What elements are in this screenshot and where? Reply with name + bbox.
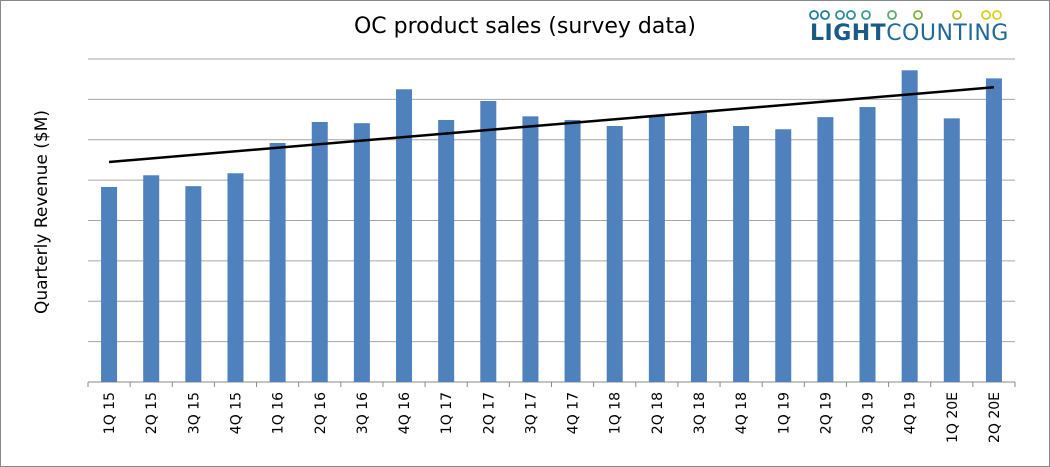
x-tick-label: 2Q 16 [313, 392, 329, 434]
x-tick-label: 3Q 18 [692, 392, 708, 434]
bar-2Q20E [985, 78, 1002, 382]
bar-1Q20E [943, 118, 960, 382]
bar-4Q16 [396, 89, 413, 382]
x-tick-label: 1Q 16 [271, 392, 287, 434]
trendline [108, 86, 995, 164]
x-tick-label: 1Q 15 [102, 392, 118, 434]
bar-2Q19 [817, 117, 834, 382]
x-tick-label: 1Q 17 [439, 392, 455, 434]
bar-1Q17 [438, 119, 455, 382]
x-tick-label: 2Q 19 [818, 392, 834, 434]
x-tick-label: 2Q 20E [987, 392, 1003, 443]
bar-4Q18 [733, 126, 750, 383]
x-tick-label: 1Q 20E [945, 392, 961, 443]
x-tick-label: 1Q 19 [776, 392, 792, 434]
lightcounting-logo: LIGHTCOUNTING [800, 8, 1020, 48]
x-tick-label: 2Q 18 [650, 392, 666, 434]
bar-3Q16 [353, 123, 370, 382]
chart-title: OC product sales (survey data) [353, 14, 697, 39]
bar-1Q16 [269, 142, 286, 382]
bar-3Q19 [859, 107, 876, 382]
bar-3Q17 [522, 116, 539, 383]
x-tick-label: 3Q 17 [523, 392, 539, 434]
x-tick-label: 4Q 19 [903, 392, 919, 434]
x-tick-label: 3Q 15 [186, 392, 202, 434]
x-tick-label: 4Q 18 [734, 392, 750, 434]
bar-1Q18 [606, 126, 623, 383]
bar-3Q18 [690, 113, 707, 382]
bar-2Q17 [480, 100, 497, 383]
x-tick-label: 2Q 17 [481, 392, 497, 434]
logo-dots-icon [802, 10, 1008, 20]
bar-2Q16 [311, 121, 328, 383]
bar-4Q19 [901, 70, 918, 383]
x-tick-label: 1Q 18 [608, 392, 624, 434]
bar-1Q19 [775, 129, 792, 382]
logo-text: LIGHTCOUNTING [810, 21, 1009, 46]
bar-4Q17 [564, 119, 581, 382]
x-tick-label: 3Q 19 [861, 392, 877, 434]
bar-3Q15 [185, 186, 202, 382]
x-tick-label: 4Q 16 [397, 392, 413, 434]
bar-2Q15 [143, 175, 160, 382]
bar-1Q15 [101, 186, 118, 382]
x-tick-label: 3Q 16 [355, 392, 371, 434]
bar-4Q15 [227, 173, 244, 382]
x-tick-label: 4Q 17 [566, 392, 582, 434]
x-tick-label: 2Q 15 [144, 392, 160, 434]
bar-2Q18 [648, 116, 665, 383]
x-tick-label: 4Q 15 [228, 392, 244, 434]
